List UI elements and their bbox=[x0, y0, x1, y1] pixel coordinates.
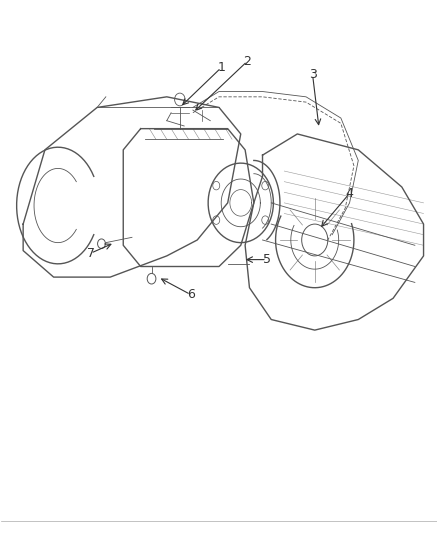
Text: 5: 5 bbox=[263, 253, 271, 266]
Text: 6: 6 bbox=[187, 288, 194, 301]
Text: 2: 2 bbox=[244, 55, 251, 68]
Text: 1: 1 bbox=[217, 61, 225, 74]
Text: 7: 7 bbox=[87, 247, 95, 260]
Text: 4: 4 bbox=[346, 187, 353, 200]
Text: 3: 3 bbox=[309, 68, 317, 81]
